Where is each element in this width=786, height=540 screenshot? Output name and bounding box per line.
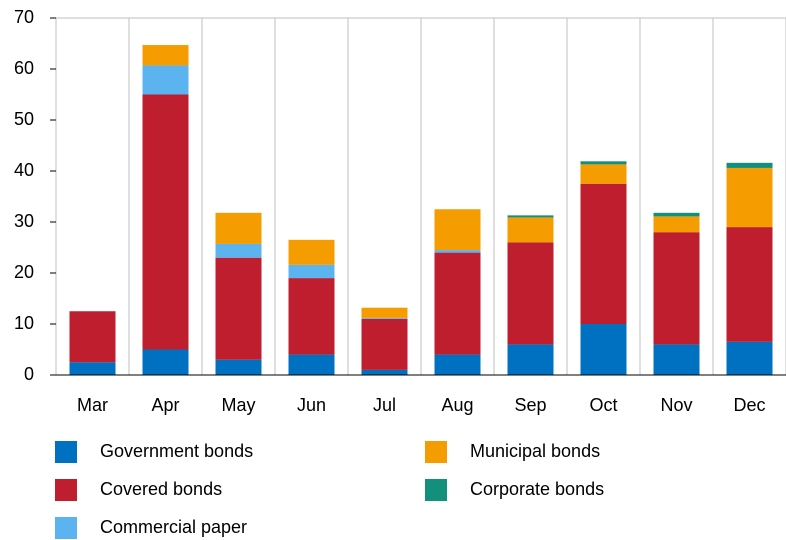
legend-label: Municipal bonds [470, 441, 600, 461]
bar-segment [580, 161, 627, 165]
bar-segment [434, 209, 481, 251]
x-tick-label: Jun [297, 395, 326, 415]
bar-segment [288, 278, 335, 355]
y-tick-label: 60 [14, 58, 34, 78]
y-tick-label: 40 [14, 160, 34, 180]
legend-swatch [55, 517, 77, 539]
y-tick-label: 0 [24, 364, 34, 384]
x-tick-label: Dec [733, 395, 765, 415]
x-tick-label: Jul [373, 395, 396, 415]
bar-segment [361, 307, 408, 318]
bar-segment [726, 167, 773, 228]
bar-segment [434, 252, 481, 355]
legend-label: Commercial paper [100, 517, 247, 537]
y-tick-label: 50 [14, 109, 34, 129]
bar-segment [726, 227, 773, 342]
bar-segment [726, 162, 773, 168]
x-tick-label: Aug [441, 395, 473, 415]
bar-segment [215, 212, 262, 244]
x-tick-label: Sep [514, 395, 546, 415]
bar-segment [653, 212, 700, 217]
x-tick-label: May [221, 395, 255, 415]
legend-swatch [55, 441, 77, 463]
bar-segment [361, 317, 408, 319]
bar-segment [580, 164, 627, 184]
bar-segment [507, 344, 554, 375]
bar-segment [142, 65, 189, 95]
bar-segment [142, 45, 189, 66]
y-tick-label: 20 [14, 262, 34, 282]
bar-segment [653, 216, 700, 233]
bar-segment [653, 344, 700, 375]
bar-segment [361, 369, 408, 375]
bar-segment [142, 349, 189, 375]
legend-swatch [425, 479, 447, 501]
bar-segment [215, 257, 262, 360]
bar-segment [726, 341, 773, 375]
bar-segment [288, 354, 335, 375]
bar-segment [580, 324, 627, 375]
bar-segment [69, 362, 116, 375]
y-tick-label: 70 [14, 7, 34, 27]
legend-swatch [55, 479, 77, 501]
bar-segment [288, 264, 335, 279]
bar-segment [69, 311, 116, 363]
x-tick-label: Mar [77, 395, 108, 415]
bar-segment [215, 243, 262, 258]
bar-segment [361, 318, 408, 370]
bar-segment [215, 359, 262, 375]
bar-segment [507, 215, 554, 218]
bar-segment [288, 239, 335, 265]
bar-segment [653, 232, 700, 345]
legend-label: Corporate bonds [470, 479, 604, 499]
legend-label: Government bonds [100, 441, 253, 461]
y-tick-label: 30 [14, 211, 34, 231]
x-tick-label: Oct [589, 395, 617, 415]
bar-segment [507, 217, 554, 243]
bar-segment [434, 250, 481, 253]
x-tick-label: Nov [660, 395, 692, 415]
bar-segment [142, 94, 189, 350]
bar-segment [434, 354, 481, 375]
bar-segment [507, 242, 554, 345]
bar-segment [580, 183, 627, 324]
legend-swatch [425, 441, 447, 463]
legend-label: Covered bonds [100, 479, 222, 499]
y-tick-label: 10 [14, 313, 34, 333]
x-tick-label: Apr [151, 395, 179, 415]
